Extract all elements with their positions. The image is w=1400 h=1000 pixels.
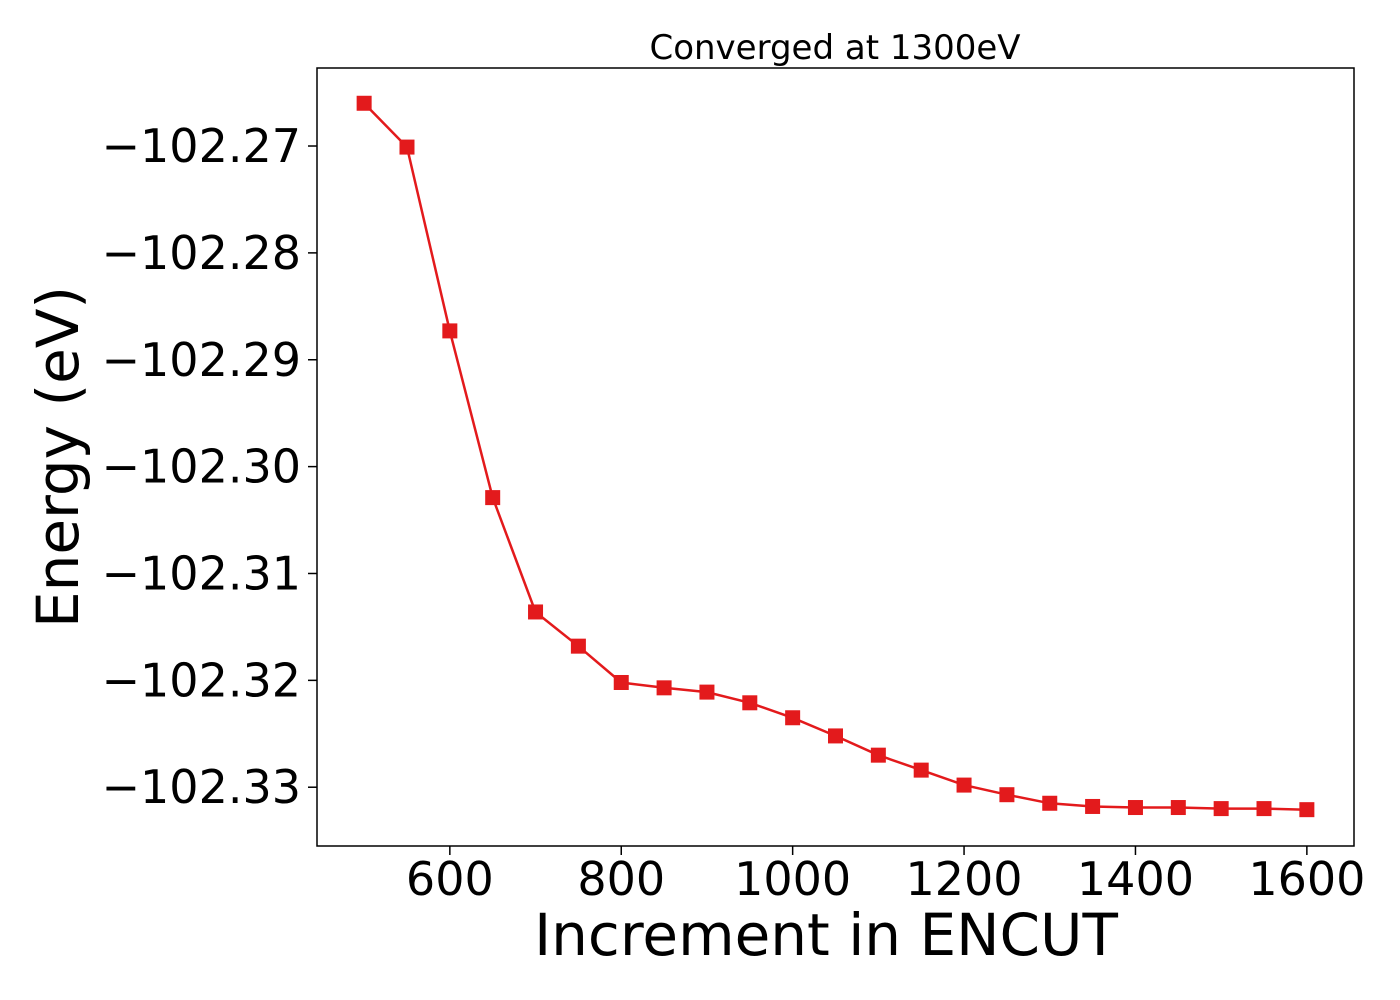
data-point [785,710,801,726]
y-tick-label: −102.33 [102,760,302,814]
chart-title: Converged at 1300eV [649,28,1020,68]
data-point [956,777,972,793]
y-axis-label: Energy (eV) [24,286,92,628]
x-tick-label: 1600 [1248,852,1365,906]
data-point [742,695,758,711]
x-tick-label: 1400 [1077,852,1194,906]
data-point [570,638,586,654]
data-point [485,490,501,506]
x-axis-label: Increment in ENCUT [534,901,1118,969]
y-tick-label: −102.29 [102,333,302,387]
data-point [828,728,843,744]
series [356,95,1315,818]
data-point [442,323,458,339]
x-tick-label: 800 [577,852,665,906]
data-point [913,762,929,778]
data-point [1127,800,1143,816]
y-tick-label: −102.30 [102,440,302,494]
y-tick-label: −102.32 [102,653,302,707]
data-point [399,139,415,155]
data-point [870,747,886,763]
data-point [528,604,544,620]
data-point [1213,801,1229,817]
data-point [1085,798,1101,814]
series-line [363,102,1307,811]
x-tick-label: 1000 [734,852,851,906]
data-point [1299,802,1315,818]
x-tick-label: 1200 [906,852,1023,906]
data-point [1042,795,1058,811]
data-point [1256,801,1272,817]
data-point [656,680,672,696]
data-point [699,684,715,700]
data-point [356,95,372,111]
y-tick-label: −102.28 [102,226,302,280]
x-axis: 600 800 1000 1200 1400 1600 [406,846,1365,906]
data-point [1170,800,1186,816]
data-point [999,787,1015,803]
x-tick-label: 600 [406,852,494,906]
plot-area [316,67,1355,847]
y-tick-label: −102.27 [102,119,302,173]
data-point [613,674,629,690]
y-tick-label: −102.31 [102,546,302,600]
y-axis: −102.27 −102.28 −102.29 −102.30 −102.31 −102.… [102,119,317,814]
